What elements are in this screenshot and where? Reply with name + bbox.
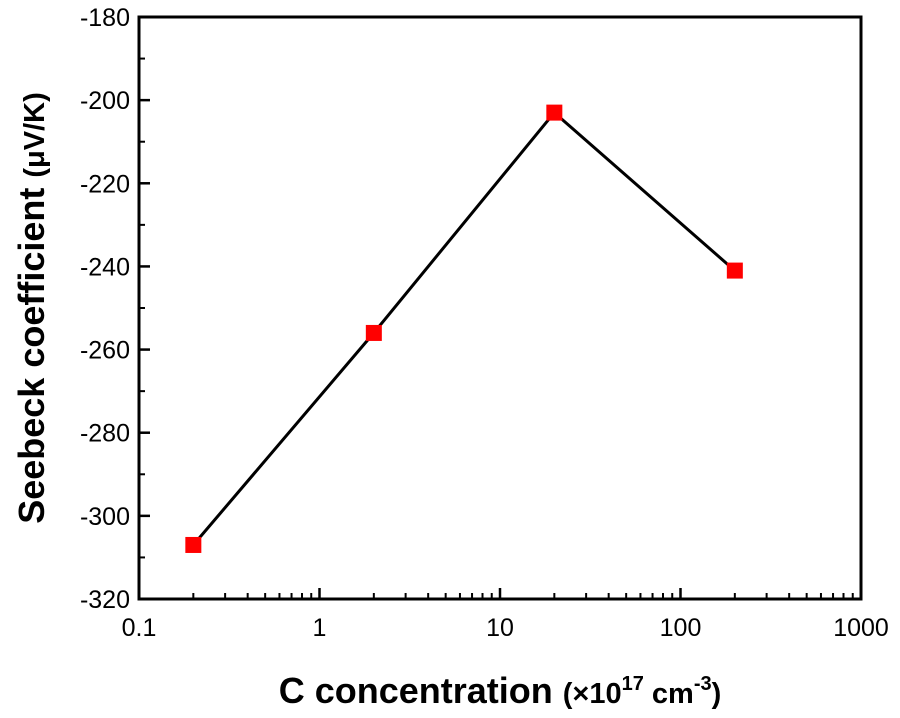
y-tick-label: -280 (80, 420, 130, 448)
y-tick-label: -180 (80, 4, 130, 32)
y-tick-label: -220 (80, 170, 130, 198)
y-tick-label: -300 (80, 503, 130, 531)
x-tick-label: 1000 (833, 614, 889, 642)
x-axis-title-sup2: -3 (694, 673, 712, 695)
x-axis-title-sup1: 17 (622, 673, 644, 695)
x-axis-title: C concentration (×1017 cm-3) (279, 670, 722, 711)
x-tick-label: 100 (660, 614, 702, 642)
y-tick-label: -320 (80, 586, 130, 614)
x-axis-title-close: ) (712, 678, 722, 710)
x-axis-title-mult: ×10 (572, 678, 621, 710)
plot-frame (137, 15, 863, 601)
y-tick-label: -200 (80, 87, 130, 115)
x-axis-title-main: C concentration (279, 670, 563, 711)
x-tick-label: 1 (313, 614, 327, 642)
y-axis-title-main: Seebeck coefficient (11, 178, 52, 524)
data-layer (185, 104, 743, 553)
x-axis-title-unit: cm (644, 678, 694, 710)
x-tick-label: 10 (486, 614, 514, 642)
series-line (192, 110, 736, 546)
x-axis-title-open: ( (563, 678, 573, 710)
y-tick-label: -240 (80, 253, 130, 281)
data-point (365, 324, 382, 341)
y-tick-label: -260 (80, 337, 130, 365)
data-point (546, 104, 563, 121)
data-point (726, 262, 743, 279)
y-axis-title-unit: (μV/K) (19, 92, 51, 177)
x-tick-label: 0.1 (122, 614, 157, 642)
data-point (185, 536, 202, 553)
y-axis-title: Seebeck coefficient (μV/K) (11, 92, 52, 524)
